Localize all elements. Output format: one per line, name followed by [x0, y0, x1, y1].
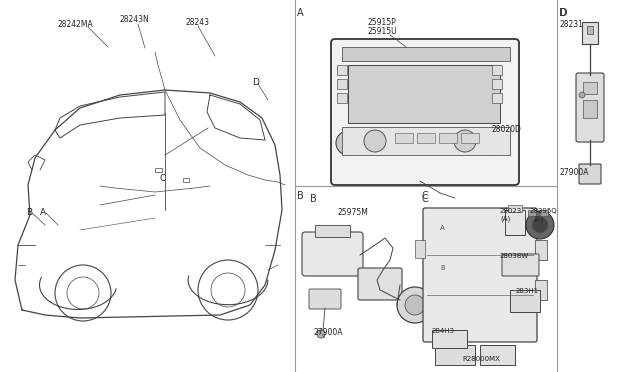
Text: D: D — [560, 8, 568, 18]
Text: A: A — [297, 8, 303, 18]
Bar — [415, 240, 425, 258]
Circle shape — [364, 130, 386, 152]
Text: B: B — [310, 194, 317, 204]
Text: 25915P: 25915P — [368, 18, 397, 27]
Text: 28242MA: 28242MA — [58, 20, 93, 29]
Text: B: B — [440, 265, 445, 271]
Text: A: A — [40, 208, 46, 217]
Bar — [337, 65, 347, 75]
Bar — [535, 280, 547, 300]
Text: 28020D: 28020D — [492, 125, 522, 134]
Circle shape — [579, 92, 585, 98]
FancyBboxPatch shape — [579, 164, 601, 184]
Bar — [432, 330, 467, 348]
Bar — [583, 100, 597, 118]
Bar — [505, 210, 525, 235]
Bar — [435, 345, 475, 365]
Circle shape — [454, 130, 476, 152]
FancyBboxPatch shape — [331, 39, 519, 185]
Bar — [461, 133, 479, 143]
Bar — [183, 178, 189, 182]
Circle shape — [532, 217, 548, 233]
Bar — [492, 79, 502, 89]
Text: 28395Q: 28395Q — [530, 208, 557, 214]
FancyBboxPatch shape — [576, 73, 604, 142]
Bar — [337, 93, 347, 103]
Text: D: D — [559, 8, 566, 18]
Text: 28243: 28243 — [185, 18, 209, 27]
Text: 284H3: 284H3 — [432, 328, 455, 334]
Text: C: C — [160, 174, 166, 183]
Bar — [583, 82, 597, 94]
Text: (B): (B) — [533, 216, 543, 222]
Text: A: A — [440, 225, 445, 231]
FancyBboxPatch shape — [309, 289, 341, 309]
Bar — [492, 65, 502, 75]
Bar — [315, 225, 350, 237]
Text: R28000MX: R28000MX — [462, 356, 500, 362]
Circle shape — [405, 295, 425, 315]
Text: 28023: 28023 — [500, 208, 522, 214]
Bar — [508, 205, 522, 212]
Text: B: B — [26, 208, 32, 217]
Text: 25975M: 25975M — [338, 208, 369, 217]
Bar — [395, 133, 413, 143]
FancyBboxPatch shape — [423, 208, 537, 342]
Bar — [155, 168, 162, 172]
Bar — [582, 22, 598, 44]
FancyBboxPatch shape — [302, 232, 363, 276]
Bar — [587, 26, 593, 34]
Text: C: C — [422, 191, 429, 201]
Circle shape — [526, 211, 554, 239]
Text: 28243N: 28243N — [120, 15, 150, 24]
Circle shape — [480, 131, 504, 155]
Text: 28231: 28231 — [560, 20, 584, 29]
Bar — [492, 93, 502, 103]
Bar — [528, 210, 536, 216]
Circle shape — [336, 131, 360, 155]
Bar — [535, 240, 547, 260]
Circle shape — [397, 287, 433, 323]
Text: 28038W: 28038W — [500, 253, 529, 259]
Text: 27900A: 27900A — [313, 328, 342, 337]
Bar — [510, 290, 540, 312]
Bar — [337, 79, 347, 89]
Text: 25915U: 25915U — [368, 27, 397, 36]
Text: (A): (A) — [500, 216, 510, 222]
Bar — [342, 47, 510, 61]
Bar — [540, 210, 548, 216]
Text: 283H1: 283H1 — [516, 288, 539, 294]
Text: C: C — [422, 194, 429, 204]
FancyBboxPatch shape — [502, 254, 539, 276]
Bar — [439, 133, 457, 143]
Circle shape — [317, 330, 325, 338]
Text: 27900A: 27900A — [560, 168, 589, 177]
Text: B: B — [297, 191, 304, 201]
Bar — [480, 345, 515, 365]
Text: D: D — [252, 78, 259, 87]
Bar — [417, 133, 435, 143]
FancyBboxPatch shape — [358, 268, 402, 300]
Bar — [348, 65, 500, 123]
Bar — [342, 127, 510, 155]
